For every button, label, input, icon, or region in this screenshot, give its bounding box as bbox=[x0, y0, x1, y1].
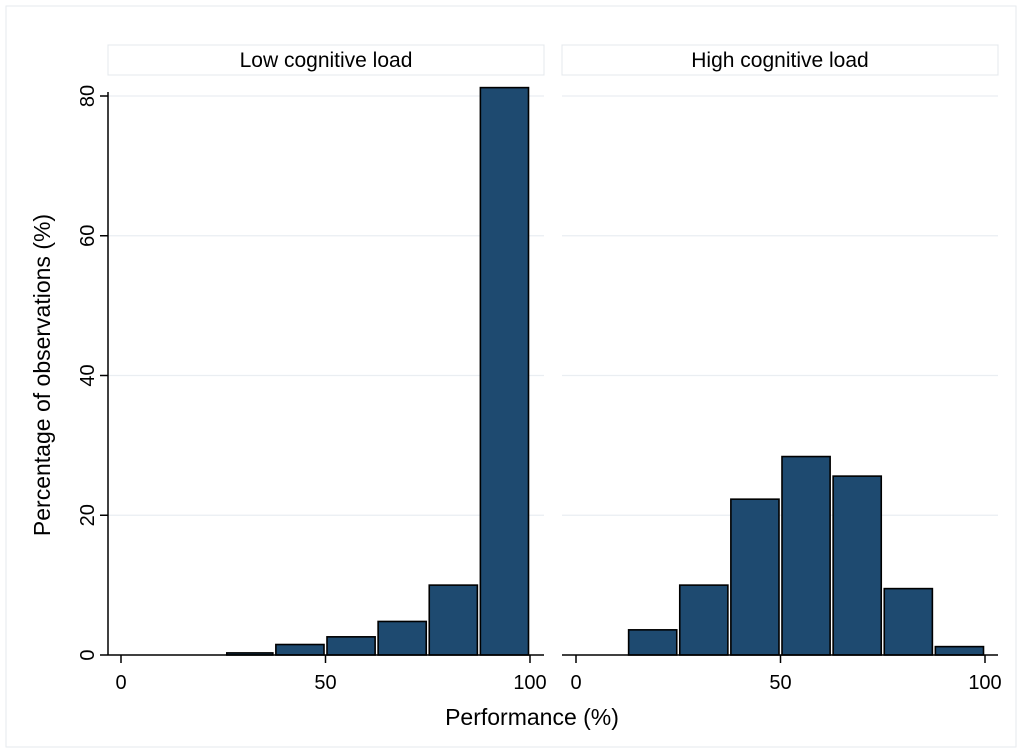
histogram-bar bbox=[678, 584, 729, 656]
histogram-bar bbox=[832, 475, 883, 656]
x-tick-label: 100 bbox=[968, 672, 1001, 694]
x-tick-label: 0 bbox=[570, 672, 581, 694]
histogram-bar bbox=[479, 86, 530, 656]
histogram-bar bbox=[428, 584, 479, 656]
panel-header-box bbox=[107, 44, 545, 76]
panel-2: High cognitive load 0 50 100 bbox=[561, 44, 1002, 694]
panel-header-box bbox=[561, 44, 999, 76]
y-tick-label: 80 bbox=[77, 85, 99, 107]
y-tick-label: 0 bbox=[77, 649, 99, 660]
histogram-bar bbox=[781, 455, 831, 656]
histogram-bar bbox=[730, 498, 780, 656]
y-tick-label: 60 bbox=[77, 225, 99, 247]
y-tick-label: 20 bbox=[77, 504, 99, 526]
y-tick-label: 40 bbox=[77, 364, 99, 386]
histogram-bar bbox=[377, 620, 428, 656]
panel-title: Low cognitive load bbox=[240, 49, 413, 72]
panel-title: High cognitive load bbox=[691, 49, 868, 72]
chart-panels: Low cognitive load 0 50 100 0 20 40 60 80 High co… bbox=[77, 44, 1002, 694]
histogram-bar bbox=[934, 645, 985, 656]
histogram-bar bbox=[627, 629, 678, 656]
x-axis-label: Performance (%) bbox=[445, 704, 619, 730]
x-tick-label: 0 bbox=[115, 672, 126, 694]
panel-1: Low cognitive load 0 50 100 0 20 40 60 80 bbox=[77, 44, 547, 694]
x-tick-label: 50 bbox=[769, 672, 791, 694]
y-axis-label: Percentage of observations (%) bbox=[29, 214, 55, 536]
histogram-bar bbox=[275, 643, 325, 656]
x-tick-label: 50 bbox=[314, 672, 336, 694]
histogram-bar bbox=[883, 587, 934, 656]
histogram-bar bbox=[326, 636, 376, 656]
x-tick-label: 100 bbox=[513, 672, 546, 694]
